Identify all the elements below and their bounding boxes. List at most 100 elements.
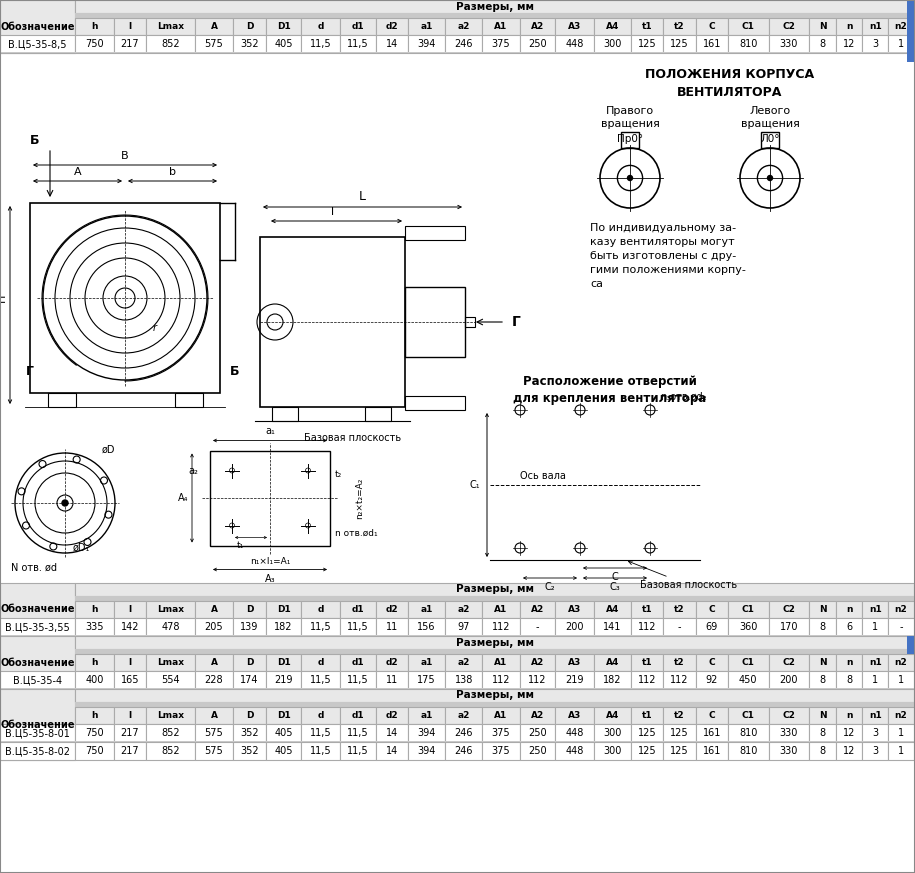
Bar xyxy=(405,396,465,410)
Text: n2: n2 xyxy=(895,711,908,720)
Text: C2: C2 xyxy=(782,658,795,667)
Bar xyxy=(482,742,520,760)
Text: 300: 300 xyxy=(603,746,621,756)
Text: n: n xyxy=(846,605,853,614)
Text: D1: D1 xyxy=(276,22,290,31)
Text: 11,5: 11,5 xyxy=(347,746,369,756)
Text: a2: a2 xyxy=(458,658,470,667)
Text: Lmax: Lmax xyxy=(156,658,184,667)
Text: D1: D1 xyxy=(276,605,290,614)
Bar xyxy=(408,671,446,689)
Bar xyxy=(631,18,663,35)
Text: 352: 352 xyxy=(241,746,259,756)
Bar xyxy=(520,654,555,671)
Bar xyxy=(520,724,555,742)
Text: 200: 200 xyxy=(780,675,798,685)
Bar xyxy=(907,0,915,62)
Text: 161: 161 xyxy=(703,728,721,738)
Bar xyxy=(265,18,301,35)
Bar xyxy=(482,35,520,53)
Bar xyxy=(233,18,265,35)
Text: C1: C1 xyxy=(742,22,755,31)
Bar xyxy=(113,742,146,760)
Bar xyxy=(888,742,914,760)
Text: 125: 125 xyxy=(671,746,689,756)
Text: 810: 810 xyxy=(739,728,758,738)
Bar xyxy=(195,18,233,35)
Bar xyxy=(301,601,340,618)
Text: A4: A4 xyxy=(606,711,619,720)
Text: 375: 375 xyxy=(491,39,511,49)
Text: Базовая плоскость: Базовая плоскость xyxy=(629,561,737,590)
Bar xyxy=(809,618,836,636)
Bar xyxy=(809,742,836,760)
Text: 250: 250 xyxy=(528,728,546,738)
Bar xyxy=(340,724,376,742)
Text: C₂: C₂ xyxy=(544,582,555,592)
Bar xyxy=(365,407,391,421)
Bar xyxy=(408,18,446,35)
Bar xyxy=(631,35,663,53)
Text: 97: 97 xyxy=(458,622,470,632)
Bar xyxy=(75,707,113,724)
Text: t2: t2 xyxy=(674,22,685,31)
Text: Л0°: Л0° xyxy=(760,134,780,144)
Text: a1: a1 xyxy=(420,22,433,31)
Text: Lmax: Lmax xyxy=(156,711,184,720)
Text: ПОЛОЖЕНИЯ КОРПУСА
ВЕНТИЛЯТОРА: ПОЛОЖЕНИЯ КОРПУСА ВЕНТИЛЯТОРА xyxy=(645,68,814,99)
Bar xyxy=(728,618,769,636)
Bar xyxy=(408,742,446,760)
Bar xyxy=(340,18,376,35)
Text: 12: 12 xyxy=(843,746,856,756)
Text: n1: n1 xyxy=(869,711,881,720)
Text: Расположение отверстий
для крепления вентилятора: Расположение отверстий для крепления вен… xyxy=(513,375,706,405)
Text: 219: 219 xyxy=(274,675,293,685)
Text: 12: 12 xyxy=(843,39,856,49)
Bar xyxy=(301,18,340,35)
Bar xyxy=(482,654,520,671)
Text: Обозначение: Обозначение xyxy=(0,22,75,31)
Bar xyxy=(594,742,631,760)
Text: 112: 112 xyxy=(638,675,657,685)
Bar xyxy=(809,671,836,689)
Text: По индивидуальному за-
казу вентиляторы могут
быть изготовлены с дру-
гими полож: По индивидуальному за- казу вентиляторы … xyxy=(590,223,746,289)
Text: Г: Г xyxy=(512,315,521,329)
Text: d: d xyxy=(318,605,324,614)
Text: 1: 1 xyxy=(872,622,878,632)
Text: 161: 161 xyxy=(703,39,721,49)
Bar xyxy=(75,0,914,13)
Bar xyxy=(301,707,340,724)
Text: 250: 250 xyxy=(528,746,546,756)
Bar xyxy=(631,601,663,618)
Bar xyxy=(195,707,233,724)
Bar xyxy=(301,654,340,671)
Text: 217: 217 xyxy=(121,746,139,756)
Text: A3: A3 xyxy=(568,605,581,614)
Text: Г: Г xyxy=(26,365,34,378)
Bar xyxy=(809,724,836,742)
Text: D1: D1 xyxy=(276,658,290,667)
Bar xyxy=(663,18,695,35)
Text: C: C xyxy=(708,711,716,720)
Bar xyxy=(75,18,113,35)
Bar xyxy=(30,203,220,393)
Text: C2: C2 xyxy=(782,711,795,720)
Text: Базовая плоскость: Базовая плоскость xyxy=(304,433,401,443)
Text: C1: C1 xyxy=(742,658,755,667)
Bar xyxy=(75,724,113,742)
Text: 11,5: 11,5 xyxy=(310,675,331,685)
Bar xyxy=(233,601,265,618)
Bar xyxy=(340,707,376,724)
Bar xyxy=(75,742,113,760)
Bar xyxy=(695,742,728,760)
Text: Левого
вращения: Левого вращения xyxy=(740,106,800,129)
Text: C2: C2 xyxy=(782,605,795,614)
Bar xyxy=(594,671,631,689)
Bar xyxy=(376,601,408,618)
Bar xyxy=(0,618,75,636)
Text: Размеры, мм: Размеры, мм xyxy=(456,637,533,648)
Bar xyxy=(769,35,809,53)
Text: C1: C1 xyxy=(742,605,755,614)
Text: L: L xyxy=(359,190,366,203)
Bar xyxy=(862,18,888,35)
